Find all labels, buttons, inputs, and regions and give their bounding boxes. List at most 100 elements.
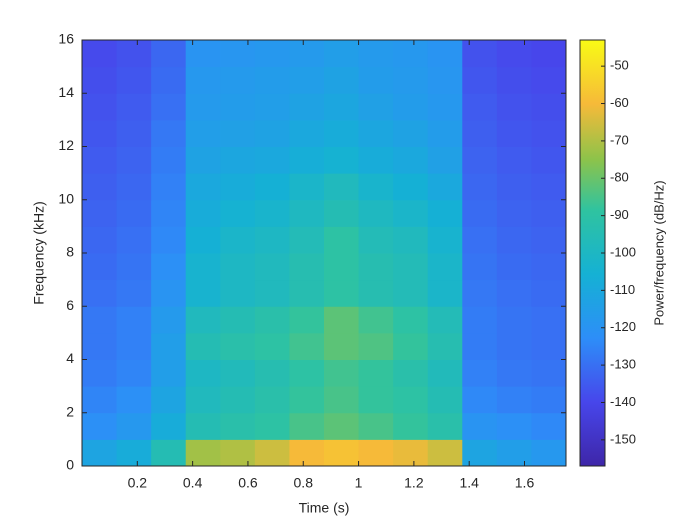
heatmap-cell xyxy=(531,173,567,201)
heatmap-cell xyxy=(531,359,567,387)
heatmap-cell xyxy=(82,93,118,121)
heatmap-cell xyxy=(358,359,394,387)
heatmap-cell xyxy=(427,40,463,68)
heatmap-cell xyxy=(289,253,325,281)
heatmap-cell xyxy=(289,279,325,307)
heatmap-cell xyxy=(531,386,567,414)
heatmap-cell xyxy=(358,40,394,68)
heatmap-cell xyxy=(289,306,325,334)
heatmap-cell xyxy=(358,279,394,307)
heatmap-cell xyxy=(254,173,290,201)
heatmap-cell xyxy=(324,66,360,94)
heatmap-cell xyxy=(462,173,498,201)
heatmap-cell xyxy=(324,119,360,147)
heatmap-cell xyxy=(254,199,290,227)
heatmap-cell xyxy=(254,332,290,360)
heatmap-cell xyxy=(427,253,463,281)
heatmap-cell xyxy=(462,439,498,467)
heatmap-cell xyxy=(254,306,290,334)
heatmap-cell xyxy=(427,199,463,227)
heatmap-cell xyxy=(254,146,290,174)
heatmap-cell xyxy=(358,386,394,414)
heatmap-cell xyxy=(151,359,187,387)
heatmap-cell xyxy=(82,253,118,281)
heatmap-cell xyxy=(324,332,360,360)
heatmap-cell xyxy=(496,386,532,414)
heatmap-cell xyxy=(185,332,221,360)
heatmap-cell xyxy=(116,332,152,360)
heatmap-cell xyxy=(531,439,567,467)
heatmap-cell xyxy=(116,412,152,440)
heatmap-cell xyxy=(393,119,429,147)
heatmap-cell xyxy=(82,386,118,414)
heatmap-cell xyxy=(116,306,152,334)
heatmap-cell xyxy=(462,119,498,147)
heatmap-cell xyxy=(393,279,429,307)
heatmap-cell xyxy=(82,119,118,147)
colorbar-tick-label: -110 xyxy=(610,282,635,297)
y-tick-label: 16 xyxy=(58,31,74,47)
heatmap-cell xyxy=(324,279,360,307)
heatmap-cell xyxy=(116,173,152,201)
heatmap-cell xyxy=(324,226,360,254)
heatmap-cell xyxy=(289,119,325,147)
colorbar-tick-label: -90 xyxy=(610,207,629,222)
heatmap-cell xyxy=(531,332,567,360)
heatmap-cell xyxy=(358,119,394,147)
y-tick-label: 2 xyxy=(66,403,74,419)
heatmap-cell xyxy=(393,306,429,334)
heatmap-cell xyxy=(185,306,221,334)
heatmap-cell xyxy=(531,93,567,121)
heatmap-cell xyxy=(358,439,394,467)
heatmap-cell xyxy=(220,412,256,440)
heatmap-cell xyxy=(220,93,256,121)
heatmap-cell xyxy=(254,93,290,121)
colorbar-tick-label: -120 xyxy=(610,319,636,334)
heatmap-cell xyxy=(116,93,152,121)
heatmap-cell xyxy=(82,226,118,254)
heatmap-cell xyxy=(358,306,394,334)
heatmap-cell xyxy=(185,279,221,307)
heatmap-cell xyxy=(151,306,187,334)
heatmap-cell xyxy=(393,146,429,174)
heatmap-cell xyxy=(185,119,221,147)
heatmap-cell xyxy=(496,306,532,334)
y-tick-label: 4 xyxy=(66,350,74,366)
heatmap-cell xyxy=(289,173,325,201)
heatmap-cell xyxy=(496,439,532,467)
heatmap-cell xyxy=(462,93,498,121)
heatmap-cell xyxy=(220,386,256,414)
heatmap-cell xyxy=(254,439,290,467)
heatmap-cell xyxy=(531,306,567,334)
heatmap-cell xyxy=(116,359,152,387)
heatmap-cell xyxy=(393,40,429,68)
x-tick-label: 1.4 xyxy=(459,475,479,491)
heatmap-cell xyxy=(427,226,463,254)
heatmap-cell xyxy=(393,93,429,121)
heatmap-cell xyxy=(324,40,360,68)
heatmap-cell xyxy=(462,40,498,68)
heatmap-cell xyxy=(462,306,498,334)
heatmap-cell xyxy=(82,332,118,360)
heatmap-cell xyxy=(254,359,290,387)
heatmap-cell xyxy=(185,439,221,467)
heatmap-cell xyxy=(427,359,463,387)
heatmap-cell xyxy=(324,359,360,387)
heatmap-cell xyxy=(531,253,567,281)
heatmap-cell xyxy=(185,93,221,121)
heatmap-cell xyxy=(82,173,118,201)
heatmap-cell xyxy=(496,253,532,281)
heatmap-cell xyxy=(324,386,360,414)
heatmap-cell xyxy=(289,412,325,440)
heatmap-cell xyxy=(531,40,567,68)
heatmap-cell xyxy=(151,66,187,94)
heatmap-cell xyxy=(116,146,152,174)
heatmap-cell xyxy=(82,412,118,440)
heatmap-cell xyxy=(151,119,187,147)
heatmap-cell xyxy=(393,386,429,414)
heatmap-cell xyxy=(151,93,187,121)
heatmap-cell xyxy=(220,173,256,201)
heatmap-cell xyxy=(289,146,325,174)
heatmap-cell xyxy=(358,93,394,121)
